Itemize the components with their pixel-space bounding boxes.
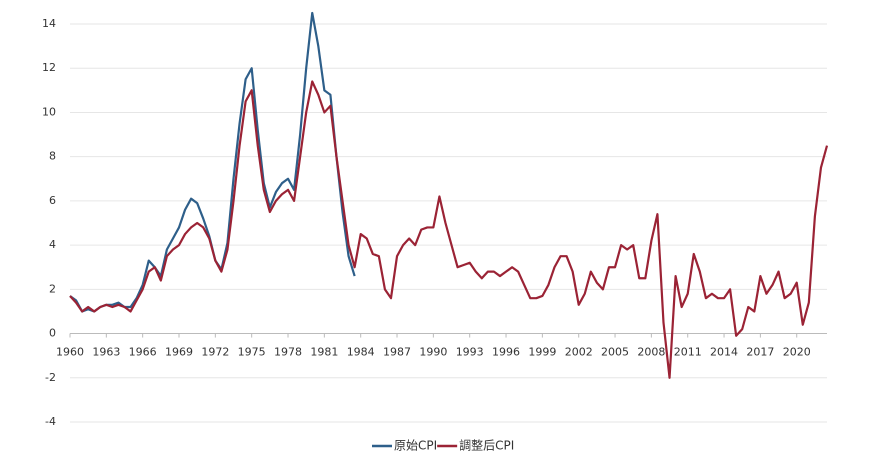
- x-tick-label: 1999: [528, 346, 556, 359]
- y-tick-label: 0: [49, 327, 56, 340]
- x-tick-label: 1960: [56, 346, 84, 359]
- x-tick-label: 1969: [165, 346, 193, 359]
- x-tick-label: 1963: [92, 346, 120, 359]
- x-tick-label: 2008: [637, 346, 665, 359]
- x-tick-label: 1966: [129, 346, 157, 359]
- x-tick-label: 1984: [347, 346, 375, 359]
- series-line: [69, 11, 356, 313]
- y-tick-label: 10: [42, 105, 56, 118]
- x-tick-label: 1981: [310, 346, 338, 359]
- legend: 原始CPI 調整后CPI: [372, 438, 514, 453]
- x-tick-label: 2014: [710, 346, 738, 359]
- legend-label: 原始CPI: [394, 439, 437, 453]
- x-tick-label: 2011: [674, 346, 702, 359]
- x-tick-label: 1993: [456, 346, 484, 359]
- x-tick-label: 1972: [201, 346, 229, 359]
- y-tick-label: 6: [49, 194, 56, 207]
- x-tick-label: 2002: [565, 346, 593, 359]
- y-tick-label: 8: [49, 150, 56, 163]
- y-tick-label: -2: [45, 371, 56, 384]
- x-tick-label: 2020: [783, 346, 811, 359]
- x-tick-label: 2005: [601, 346, 629, 359]
- x-tick-label: 1975: [238, 346, 266, 359]
- y-tick-label: 14: [42, 17, 56, 30]
- y-tick-label: 12: [42, 61, 56, 74]
- y-tick-label: 2: [49, 282, 56, 295]
- y-tick-label: -4: [45, 415, 56, 428]
- x-tick-label: 1990: [419, 346, 447, 359]
- x-tick-label: 2017: [746, 346, 774, 359]
- x-tick-label: 1996: [492, 346, 520, 359]
- y-tick-label: 4: [49, 238, 56, 251]
- legend-label: 調整后CPI: [459, 438, 514, 453]
- x-tick-label: 1987: [383, 346, 411, 359]
- x-tick-label: 1978: [274, 346, 302, 359]
- series-line: [69, 80, 829, 379]
